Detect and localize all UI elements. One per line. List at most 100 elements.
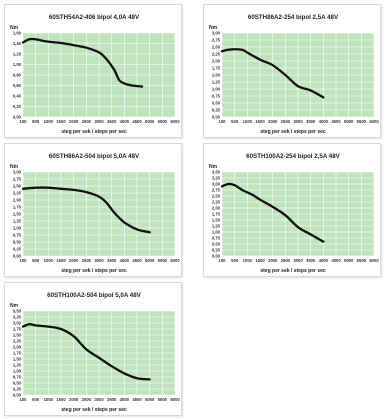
x-tick-label: 6000 [369,258,379,263]
chart-svg: 60STH86A2-254 bipol 2,5A 48V Nm 0,00 0,25 0,… [209,14,379,135]
x-tick-label: 4500 [331,258,341,263]
y-tick-label: 1,60 [13,31,22,36]
y-tick-label: 1,75 [13,205,22,210]
x-tick-label: 1500 [255,119,265,124]
y-tick-label: 2,00 [212,59,221,64]
y-tick-label: 0,00 [212,254,221,259]
chart-card-1: 60STH54A2-406 bipol 4,0A 48V Nm 0,00 0,20 0,… [4,4,182,138]
x-tick-label: 1000 [44,119,54,124]
x-tick-label: 1000 [44,258,54,263]
x-tick-label: 4500 [132,397,142,402]
y-tick-label: 2,50 [13,333,22,338]
y-axis-unit: Nm [209,164,218,170]
chart-svg: 60STH100A2-254 bipol 2,5A 48VNm0,000,250… [209,153,379,274]
y-tick-label: 0,75 [13,375,22,380]
y-tick-label: 1,50 [212,73,221,78]
x-tick-label: 2500 [82,119,92,124]
x-tick-label: 3000 [94,258,104,263]
x-tick-label: 2500 [82,397,92,402]
y-tick-label: 2,00 [212,206,221,211]
x-tick-label: 1000 [44,397,54,402]
x-tick-label: 3000 [293,258,303,263]
y-tick-label: 3,00 [13,170,22,175]
y-tick-label: 2,25 [13,191,22,196]
chart-svg: 60STH54A2-406 bipol 4,0A 48V Nm 0,00 0,20 0,… [10,14,180,135]
y-tick-label: 1,00 [212,87,221,92]
y-tick-label: 1,25 [212,80,221,85]
chart-card-2: 60STH86A2-254 bipol 2,5A 48V Nm 0,00 0,25 0,… [203,4,381,138]
y-tick-label: 2,75 [212,38,221,43]
x-tick-label: 4500 [132,258,142,263]
x-tick-label: 2000 [69,119,79,124]
x-tick-label: 4000 [120,119,130,124]
x-axis-label: steg per sek / steps per sec [260,129,326,135]
y-tick-label: 2,50 [212,194,221,199]
y-tick-label: 0,00 [13,254,22,259]
y-tick-label: 1,00 [13,62,22,67]
y-tick-label: 0,25 [212,248,221,253]
x-tick-label: 3500 [107,258,117,263]
x-axis-label: steg per sek / steps per sec [61,268,127,274]
x-tick-label: 5000 [145,397,155,402]
y-tick-label: 0,00 [13,115,22,120]
y-tick-label: 0,50 [212,101,221,106]
x-tick-label: 5000 [145,258,155,263]
x-tick-label: 1500 [56,397,66,402]
x-tick-label: 1500 [56,119,66,124]
y-tick-label: 2,50 [13,184,22,189]
x-axis-label: steg per sek / steps per sec [61,129,127,135]
y-tick-label: 1,25 [212,224,221,229]
chart-card-5: 60STH100A2-504 bipol 5,0A 48V Nm 0,00 0,25 0… [4,282,182,416]
y-tick-label: 0,50 [212,242,221,247]
x-tick-label: 100 [20,119,28,124]
y-tick-label: 1,75 [212,66,221,71]
torque-curve [220,182,325,243]
x-tick-label: 5000 [145,119,155,124]
x-tick-label: 3500 [107,119,117,124]
y-tick-label: 2,75 [13,177,22,182]
chart-svg: 60STH100A2-504 bipol 5,0A 48VNm0,000,250… [10,292,180,413]
y-tick-label: 2,25 [13,339,22,344]
x-tick-label: 2000 [268,119,278,124]
y-tick-label: 1,50 [13,212,22,217]
x-tick-label: 3000 [94,397,104,402]
y-tick-label: 0,60 [13,83,22,88]
y-tick-label: 0,75 [212,94,221,99]
y-tick-label: 2,50 [212,45,221,50]
x-tick-label: 500 [231,258,239,263]
chart-title: 60STH86A2-504 bipol 5,0A 48V [49,153,140,160]
y-tick-label: 2,75 [212,188,221,193]
y-tick-label: 2,75 [13,327,22,332]
x-tick-label: 1000 [243,119,253,124]
torque-curve [220,48,325,99]
x-tick-label: 4500 [132,119,142,124]
y-tick-label: 1,00 [13,369,22,374]
x-tick-label: 3000 [293,119,303,124]
y-tick-label: 2,00 [13,198,22,203]
x-tick-label: 5500 [158,119,168,124]
y-tick-label: 0,75 [212,236,221,241]
chart-title: 60STH86A2-254 bipol 2,5A 48V [248,14,339,21]
y-tick-label: 0,40 [13,94,22,99]
y-tick-label: 0,50 [13,240,22,245]
chart-card-3: 60STH86A2-504 bipol 5,0A 48V Nm 0,00 0,25 0,… [4,143,182,277]
y-tick-label: 1,40 [13,41,22,46]
x-tick-label: 5000 [344,119,354,124]
y-tick-label: 0,50 [13,381,22,386]
y-axis-unit: Nm [10,164,19,170]
y-tick-label: 0,00 [212,115,221,120]
x-tick-label: 3500 [306,258,316,263]
x-tick-label: 2000 [69,258,79,263]
x-tick-label: 100 [20,397,28,402]
x-tick-label: 4000 [319,258,329,263]
x-tick-label: 2500 [281,258,291,263]
y-tick-label: 2,00 [13,345,22,350]
y-axis-unit: Nm [209,25,218,31]
y-tick-label: 1,00 [212,230,221,235]
x-tick-label: 4000 [120,397,130,402]
y-tick-label: 0,20 [13,104,22,109]
y-tick-label: 3,00 [212,31,221,36]
x-tick-label: 500 [32,119,40,124]
chart-card-4: 60STH100A2-254 bipol 2,5A 48V Nm 0,00 0,25 0… [203,143,381,277]
y-tick-label: 0,00 [13,393,22,398]
